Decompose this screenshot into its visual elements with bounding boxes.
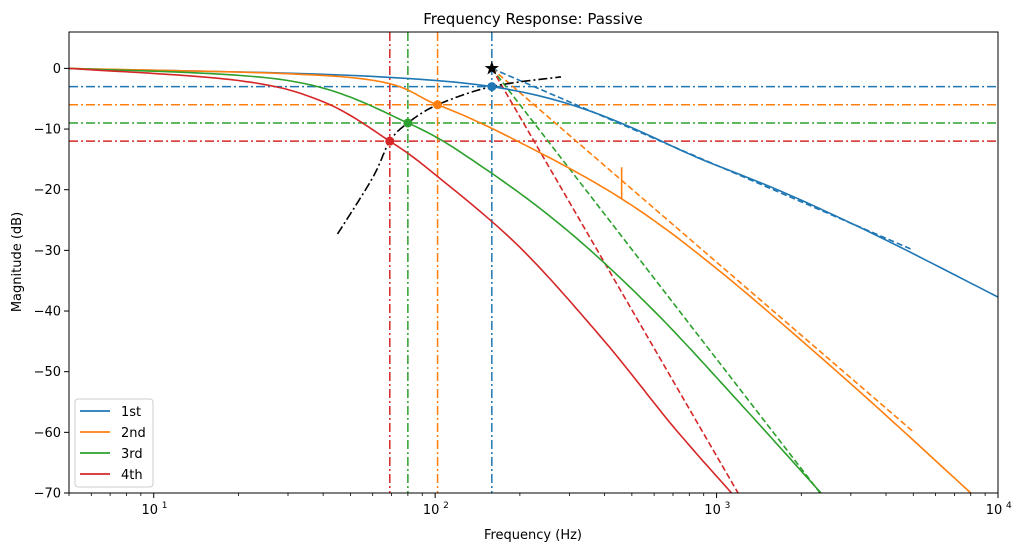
series-line-4th [69, 67, 733, 493]
y-tick-label: −60 [34, 426, 61, 441]
series-line-1st [69, 67, 998, 298]
legend-label-3rd: 3rd [121, 447, 143, 462]
x-axis-label: Frequency (Hz) [484, 528, 582, 543]
x-tick-label: 10 [423, 503, 440, 518]
x-tick-label-exponent: 1 [162, 501, 168, 511]
plot-area [69, 32, 998, 493]
plot-background [69, 32, 998, 493]
y-tick-label: −50 [34, 365, 61, 380]
asymptote-4th [491, 67, 739, 493]
asymptote-3rd [491, 67, 822, 493]
cutoff-marker-2nd [433, 100, 443, 110]
x-tick-label: 10 [141, 503, 158, 518]
y-axis-label: Magnitude (dB) [10, 212, 25, 312]
x-tick-label: 10 [986, 503, 1003, 518]
y-tick-label: 0 [53, 62, 61, 77]
legend-box [74, 398, 154, 488]
legend: 1st 2nd 3rd 4th [74, 398, 154, 488]
series-line-2nd [69, 67, 972, 493]
series-line-3rd [69, 67, 822, 493]
chart-title: Frequency Response: Passive [423, 10, 643, 28]
x-tick-label-exponent: 2 [443, 501, 449, 511]
y-tick-label: −30 [34, 244, 61, 259]
x-tick-label: 10 [704, 503, 721, 518]
asymptote-2nd [491, 67, 914, 433]
legend-label-2nd: 2nd [121, 426, 146, 441]
x-tick-label-exponent: 3 [725, 501, 731, 511]
x-tick-label-exponent: 4 [1006, 501, 1012, 511]
y-tick-label: −40 [34, 305, 61, 320]
y-tick-label: −70 [34, 487, 61, 502]
y-tick-label: −20 [34, 183, 61, 198]
legend-label-4th: 4th [121, 468, 143, 483]
plot-frame [68, 31, 999, 494]
cutoff-marker-1st [487, 82, 497, 92]
axes: 10 1 10 2 10 3 10 40−10−20−30−40−50−60−70 [34, 62, 1012, 518]
star-marker [484, 60, 499, 75]
cutoff-marker-3rd [403, 118, 413, 128]
legend-label-1st: 1st [121, 405, 141, 420]
y-tick-label: −10 [34, 123, 61, 138]
cutoff-marker-4th [385, 136, 395, 146]
